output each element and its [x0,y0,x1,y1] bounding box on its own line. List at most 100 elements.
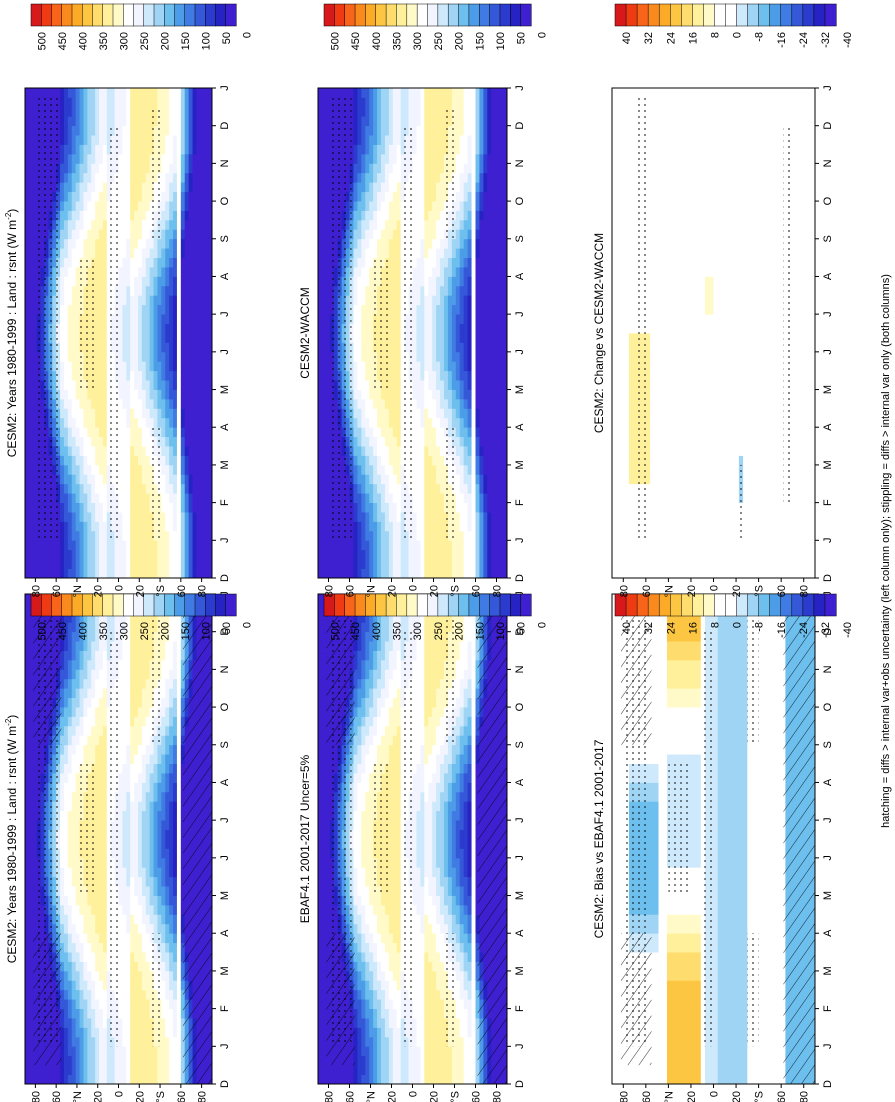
heatmap-cell [130,612,135,623]
heatmap-cell [134,144,139,155]
heatmap-cell [157,857,162,868]
heatmap-cell [130,933,135,944]
heatmap-cell [145,530,151,541]
heatmap-cell [63,829,69,840]
heatmap-cell [63,549,69,560]
heatmap-cell [79,923,84,934]
heatmap-cell [137,914,143,925]
heatmap-cell [99,295,104,306]
heatmap-cell [165,530,170,541]
heatmap-cell [126,914,131,925]
heatmap-cell [87,512,92,522]
heatmap-cell [60,942,65,953]
heatmap-cell [56,782,61,793]
heatmap-cell [36,559,41,569]
heatmap-cell [180,549,186,560]
heatmap-cell [56,408,61,419]
heatmap-cell [87,502,92,513]
heatmap-cell [28,182,34,193]
heatmap-cell [91,754,96,765]
heatmap-cell [122,219,127,230]
heatmap-cell [145,408,151,419]
heatmap-cell [44,1065,49,1075]
heatmap-cell [169,172,174,183]
heatmap-cell [180,125,186,136]
heatmap-cell [102,1055,108,1066]
heatmap-cell [176,1027,182,1038]
heatmap-cell [63,1065,69,1075]
heatmap-cell [134,106,139,117]
heatmap-cell [192,512,197,522]
heatmap-cell [161,641,166,651]
heatmap-cell [102,342,108,353]
heatmap-cell [102,933,108,944]
heatmap-cell [102,314,108,324]
heatmap-cell [157,380,162,390]
heatmap-cell [141,857,147,868]
heatmap-cell [176,559,182,569]
heatmap-cell [67,744,73,755]
heatmap-cell [63,106,69,117]
heatmap-cell [28,549,34,560]
heatmap-cell [28,801,34,812]
heatmap-cell [63,380,69,390]
heatmap-cell [180,201,186,211]
heatmap-cell [165,791,170,802]
heatmap-cell [145,895,151,906]
heatmap-cell [122,483,127,494]
heatmap-cell [25,333,30,343]
heatmap-cell [126,201,131,211]
heatmap-cell [161,735,166,746]
heatmap-cell [56,464,61,475]
heatmap-cell [106,612,112,623]
heatmap-cell [141,961,147,972]
heatmap-cell [67,276,73,287]
heatmap-cell [28,839,34,849]
heatmap-cell [56,116,61,127]
heatmap-cell [173,886,178,896]
heatmap-cell [63,1018,69,1028]
heatmap-cell [200,446,205,456]
heatmap-cell [63,502,69,513]
heatmap-cell [28,135,34,145]
heatmap-cell [141,323,147,334]
heatmap-cell [141,248,147,259]
heatmap-cell [153,867,158,878]
heatmap-cell [60,455,65,466]
heatmap-cell [145,923,151,934]
heatmap-cell [60,1055,65,1066]
heatmap-cell [184,455,190,466]
heatmap-cell [145,650,151,661]
heatmap-cell [165,820,170,830]
heatmap-cell [28,999,34,1010]
heatmap-cell [91,116,96,127]
heatmap-cell [173,1036,178,1047]
heatmap-cell [28,323,34,334]
heatmap-cell [176,867,182,878]
heatmap-cell [102,248,108,259]
heatmap-cell [95,172,100,183]
heatmap-cell [91,229,96,240]
heatmap-cell [67,1018,73,1028]
heatmap-cell [141,725,147,736]
heatmap-cell [157,876,162,887]
heatmap-cell [99,641,104,651]
heatmap-cell [200,333,205,343]
heatmap-cell [71,144,77,155]
heatmap-cell [63,446,69,456]
heatmap-cell [99,735,104,746]
heatmap-cell [67,248,73,259]
heatmap-cell [134,125,139,136]
heatmap-cell [161,1055,166,1066]
heatmap-cell [165,351,170,362]
heatmap-cell [25,248,30,259]
heatmap-cell [141,744,147,755]
heatmap-cell [161,219,166,230]
heatmap-cell [188,493,193,504]
month-tick-label: D [219,1080,231,1088]
heatmap-cell [91,88,96,98]
heatmap-cell [137,980,143,991]
heatmap-cell [75,659,80,670]
heatmap-cell [188,530,193,541]
heatmap-cell [95,886,100,896]
